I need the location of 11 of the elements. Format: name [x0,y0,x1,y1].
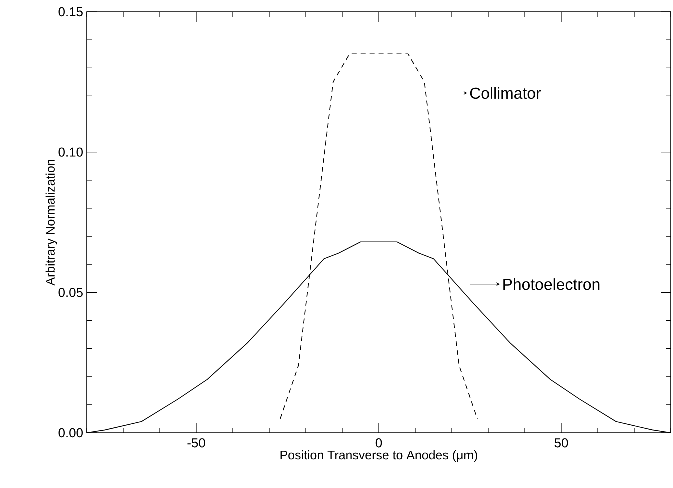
y-tick-label: 0.10 [58,148,83,157]
annotation: Photoelectron [504,278,600,290]
annotation: Collimator [470,87,542,100]
y-tick-label: 0.15 [58,7,83,17]
x-axis-title: Position Transverse to Anodes (μm) [280,450,478,462]
x-tick-label: 50 [554,438,568,448]
x-tick-label: -50 [188,438,206,448]
y-tick-label: 0.05 [58,288,83,298]
x-tick-label: 0 [376,438,382,448]
y-tick-label: 0.00 [58,428,83,438]
y-axis-title: Arbitrary Normalization [46,160,58,286]
